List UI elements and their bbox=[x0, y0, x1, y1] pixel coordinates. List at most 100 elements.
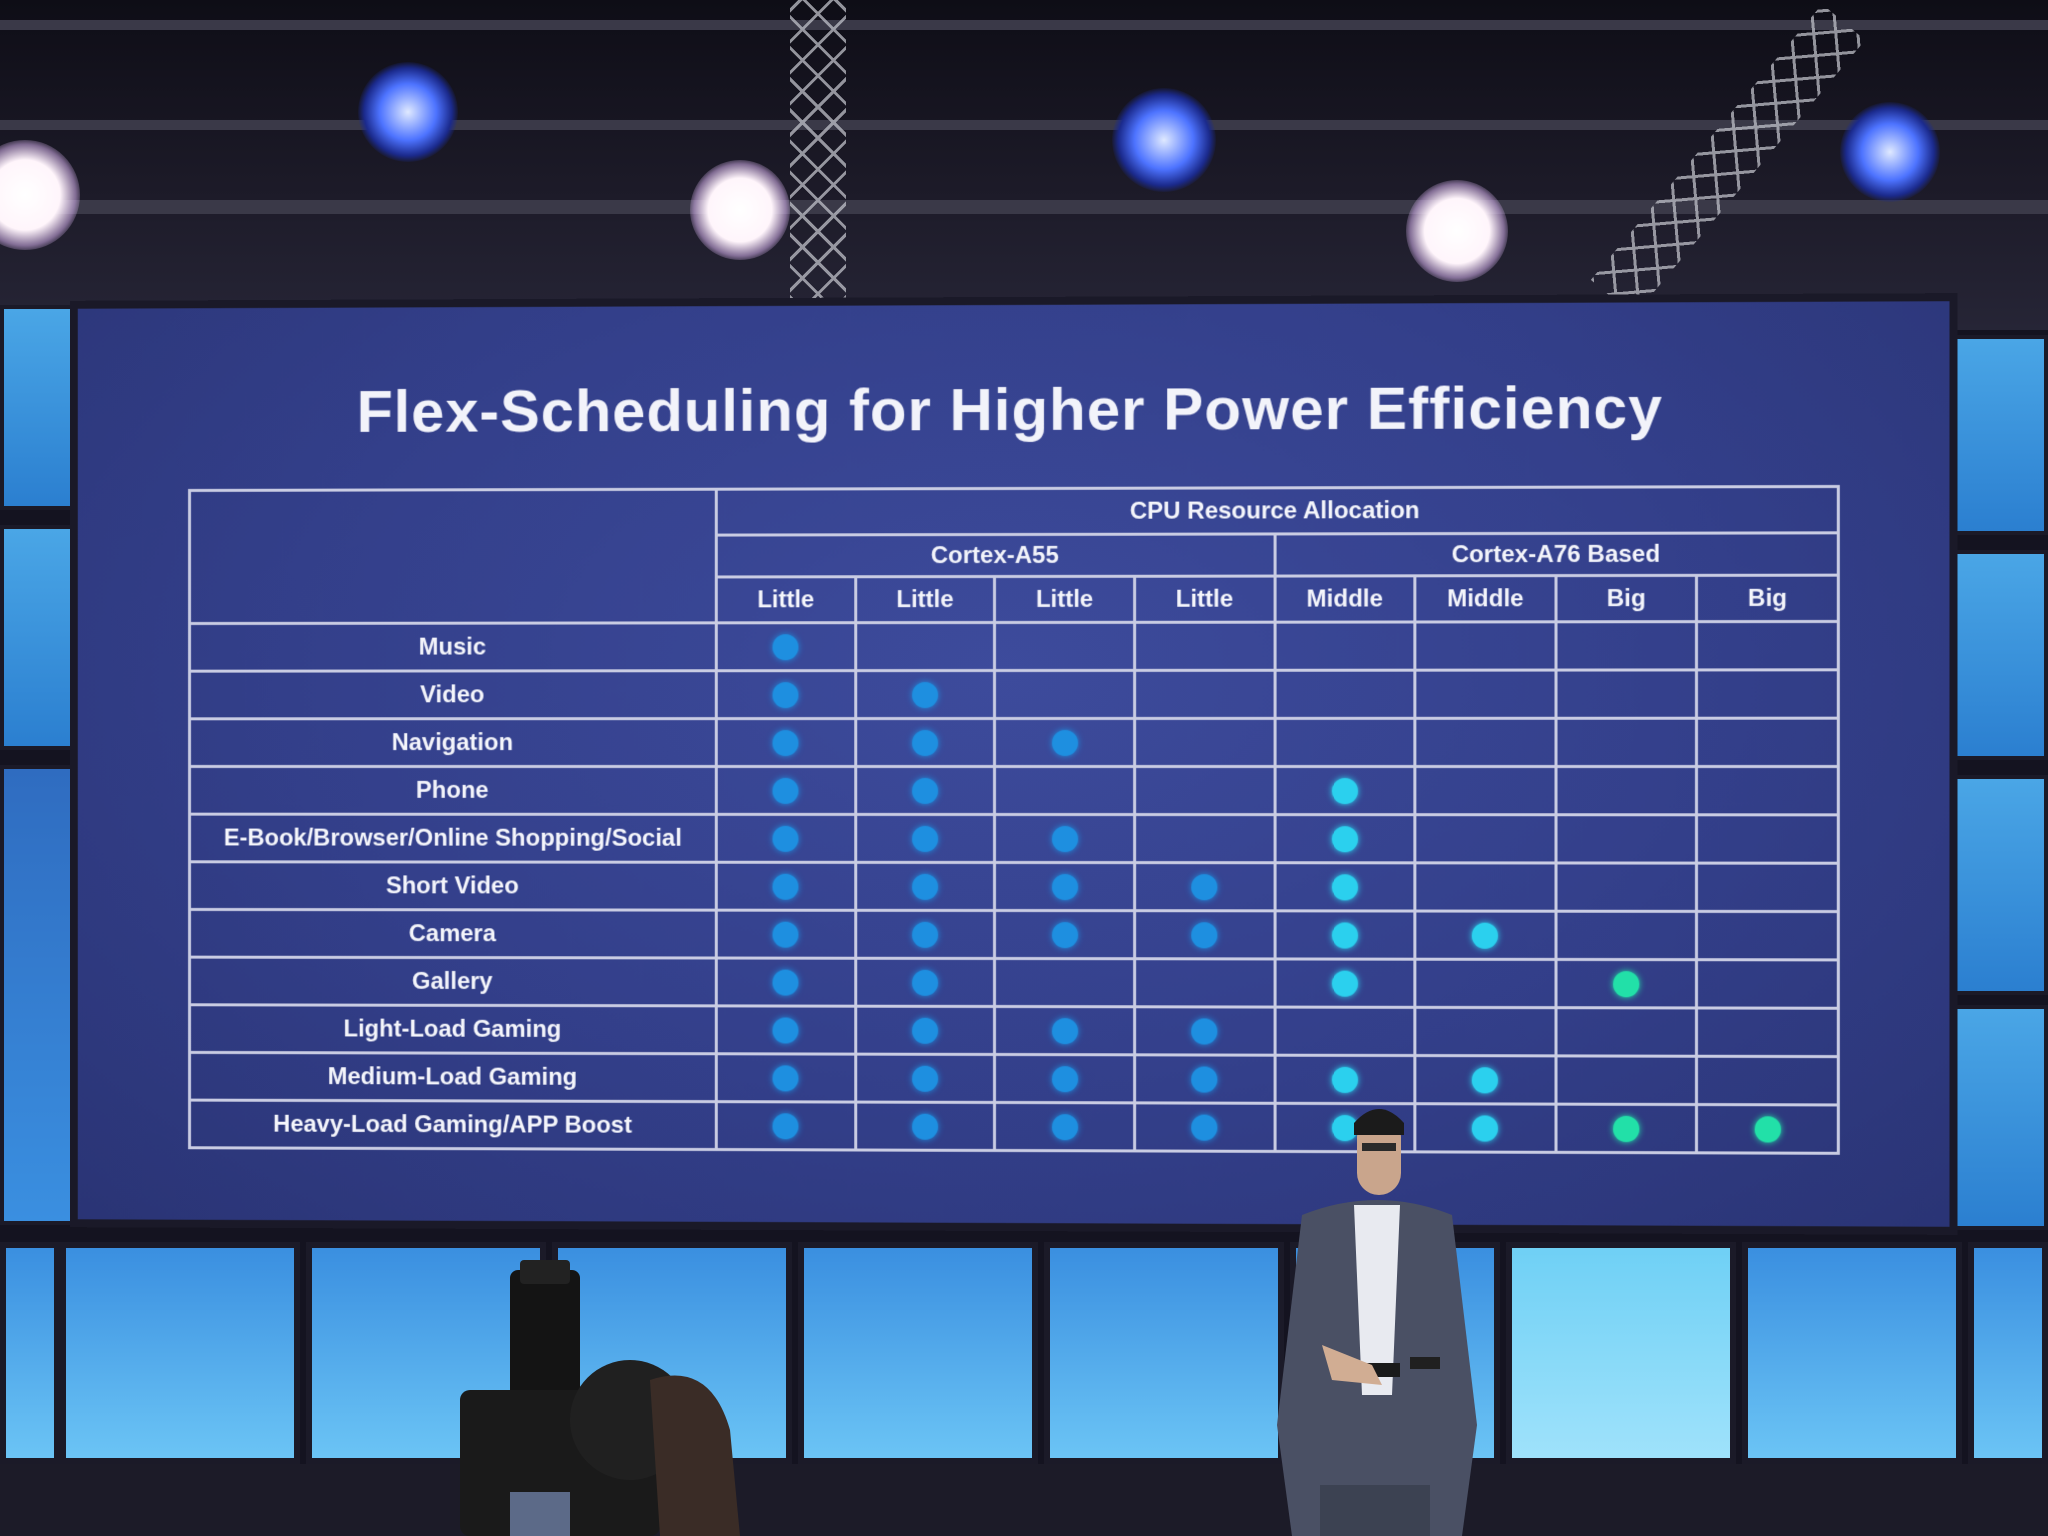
allocation-cell bbox=[1134, 911, 1274, 959]
backdrop-panel bbox=[1044, 1242, 1284, 1464]
scenario-label: Music bbox=[190, 623, 717, 671]
core-active-dot bbox=[1191, 874, 1217, 900]
core-active-dot bbox=[773, 1017, 799, 1043]
scenario-label: Medium-Load Gaming bbox=[190, 1052, 717, 1101]
stage-light bbox=[358, 62, 458, 162]
allocation-cell bbox=[1415, 670, 1556, 718]
core-header: Little bbox=[1134, 576, 1274, 622]
lighting-truss bbox=[790, 0, 846, 330]
core-active-dot bbox=[1332, 970, 1358, 996]
allocation-cell bbox=[855, 766, 994, 814]
core-active-dot bbox=[912, 825, 938, 851]
allocation-cell bbox=[1556, 670, 1697, 718]
ceiling-beam bbox=[0, 20, 2048, 30]
ceiling-beam bbox=[0, 200, 2048, 214]
allocation-cell bbox=[1697, 1105, 1838, 1154]
allocation-cell bbox=[716, 1006, 855, 1054]
allocation-cell bbox=[716, 1054, 855, 1102]
allocation-cell bbox=[716, 623, 855, 671]
backdrop-panel bbox=[0, 1242, 60, 1464]
allocation-cell bbox=[855, 671, 994, 719]
core-header: Middle bbox=[1275, 576, 1415, 622]
allocation-cell bbox=[1415, 959, 1556, 1007]
scenario-label: Camera bbox=[190, 909, 717, 958]
allocation-cell bbox=[1134, 718, 1274, 766]
core-active-dot bbox=[773, 921, 799, 947]
allocation-cell bbox=[1697, 670, 1838, 718]
allocation-cell bbox=[1697, 815, 1838, 863]
allocation-cell bbox=[1415, 767, 1556, 815]
core-active-dot bbox=[912, 873, 938, 899]
core-active-dot bbox=[912, 921, 938, 947]
core-active-dot bbox=[1052, 874, 1078, 900]
allocation-cell bbox=[1275, 863, 1415, 911]
allocation-cell bbox=[1134, 863, 1274, 911]
presentation-screen: Flex-Scheduling for Higher Power Efficie… bbox=[78, 301, 1950, 1227]
allocation-cell bbox=[1697, 1008, 1838, 1057]
allocation-cell bbox=[1275, 911, 1415, 959]
core-active-dot bbox=[1332, 1066, 1358, 1092]
allocation-cell bbox=[1275, 767, 1415, 815]
allocation-cell bbox=[1697, 718, 1838, 766]
core-active-dot bbox=[1332, 826, 1358, 852]
scenario-label: Video bbox=[190, 671, 717, 719]
core-active-dot bbox=[773, 777, 799, 803]
core-header: Big bbox=[1556, 575, 1697, 621]
cluster-header: Cortex-A55 bbox=[716, 534, 1274, 577]
allocation-cell bbox=[855, 862, 994, 910]
allocation-cell bbox=[1134, 767, 1274, 815]
allocation-cell bbox=[995, 814, 1135, 862]
allocation-cell bbox=[1556, 1056, 1697, 1105]
backdrop-panel bbox=[1506, 1242, 1736, 1464]
allocation-cell bbox=[1415, 1007, 1556, 1056]
allocation-cell bbox=[1697, 1056, 1838, 1105]
core-active-dot bbox=[1332, 874, 1358, 900]
allocation-cell bbox=[1697, 863, 1838, 911]
core-active-dot bbox=[773, 682, 799, 708]
allocation-cell bbox=[1697, 767, 1838, 815]
allocation-cell bbox=[995, 1102, 1135, 1150]
allocation-cell bbox=[855, 719, 994, 767]
backdrop-panel bbox=[0, 765, 74, 1225]
table-row: Short Video bbox=[190, 862, 1839, 912]
table-row: Navigation bbox=[190, 718, 1839, 766]
allocation-cell bbox=[1697, 960, 1838, 1009]
core-active-dot bbox=[1472, 1067, 1498, 1093]
allocation-cell bbox=[1556, 622, 1697, 670]
core-active-dot bbox=[773, 825, 799, 851]
allocation-cell bbox=[716, 671, 855, 719]
core-active-dot bbox=[1052, 1114, 1078, 1140]
allocation-cell bbox=[1134, 670, 1274, 718]
allocation-cell bbox=[716, 862, 855, 910]
cpu-resource-allocation-header: CPU Resource Allocation bbox=[716, 486, 1838, 535]
allocation-cell bbox=[855, 814, 994, 862]
allocation-cell bbox=[1697, 621, 1838, 669]
allocation-cell bbox=[1556, 911, 1697, 959]
allocation-cell bbox=[1275, 815, 1415, 863]
core-active-dot bbox=[912, 969, 938, 995]
allocation-rows: Music Video Navigation Phone E-Book/Browser/… bbox=[190, 621, 1839, 1153]
core-active-dot bbox=[1613, 971, 1639, 997]
stage-floor bbox=[0, 1464, 2048, 1536]
core-active-dot bbox=[912, 1113, 938, 1139]
allocation-cell bbox=[1134, 959, 1274, 1007]
allocation-cell bbox=[995, 766, 1135, 814]
allocation-cell bbox=[995, 1054, 1135, 1102]
core-active-dot bbox=[912, 682, 938, 708]
allocation-cell bbox=[1556, 767, 1697, 815]
cluster-header: Cortex-A76 Based bbox=[1275, 533, 1839, 576]
backdrop-panel bbox=[798, 1242, 1038, 1464]
stage-light bbox=[1840, 102, 1940, 202]
scenario-label: Phone bbox=[190, 766, 717, 814]
lighting-truss bbox=[1591, 4, 1865, 316]
allocation-cell bbox=[855, 958, 994, 1006]
core-active-dot bbox=[1052, 1066, 1078, 1092]
table-row: Heavy-Load Gaming/APP Boost bbox=[190, 1100, 1839, 1153]
allocation-cell bbox=[855, 1102, 994, 1150]
allocation-cell bbox=[1134, 1103, 1274, 1152]
allocation-cell bbox=[995, 622, 1135, 670]
scenario-label: Gallery bbox=[190, 957, 717, 1006]
stage-light bbox=[690, 160, 790, 260]
core-active-dot bbox=[773, 730, 799, 756]
table-corner-cell bbox=[190, 489, 717, 623]
